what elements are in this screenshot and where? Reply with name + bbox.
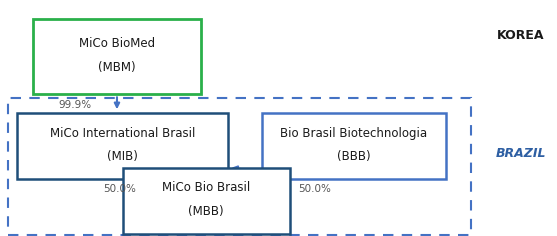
- FancyBboxPatch shape: [17, 113, 228, 179]
- Text: (MBB): (MBB): [188, 205, 224, 218]
- Text: (BBB): (BBB): [337, 150, 370, 164]
- Text: MiCo BioMed: MiCo BioMed: [79, 37, 155, 50]
- FancyBboxPatch shape: [33, 19, 201, 94]
- FancyBboxPatch shape: [262, 113, 446, 179]
- Text: KOREA: KOREA: [497, 29, 545, 42]
- FancyBboxPatch shape: [123, 168, 290, 234]
- Text: MiCo International Brasil: MiCo International Brasil: [50, 127, 195, 140]
- Text: BRAZIL: BRAZIL: [496, 147, 546, 160]
- Text: Bio Brasil Biotechnologia: Bio Brasil Biotechnologia: [280, 127, 427, 140]
- Text: MiCo Bio Brasil: MiCo Bio Brasil: [162, 181, 250, 194]
- Text: (MBM): (MBM): [98, 61, 136, 74]
- Text: 50.0%: 50.0%: [298, 184, 331, 194]
- Text: (MIB): (MIB): [107, 150, 138, 164]
- Text: 50.0%: 50.0%: [103, 184, 136, 194]
- Text: 99.9%: 99.9%: [58, 100, 92, 110]
